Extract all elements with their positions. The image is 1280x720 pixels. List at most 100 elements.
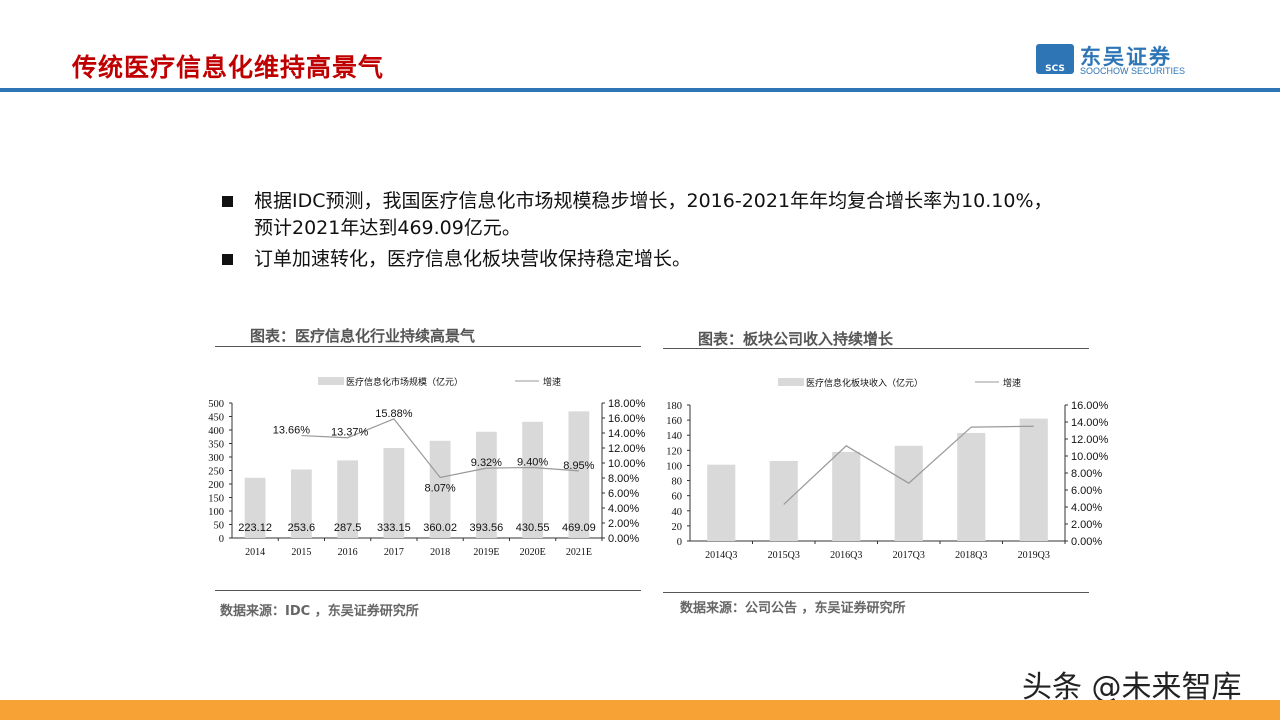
chart2-bottom-rule [663, 592, 1089, 593]
bar-data-label: 287.5 [334, 522, 362, 534]
x-tick-label: 2021E [566, 547, 592, 558]
bar [832, 451, 861, 541]
bar-data-label: 223.12 [238, 522, 272, 534]
x-tick-label: 2018 [430, 547, 450, 558]
line-data-label: 8.95% [563, 460, 594, 472]
footer-bar [0, 700, 1280, 720]
chart2-caption: 图表：板块公司收入持续增长 [698, 330, 894, 348]
y-tick-label: 150 [208, 494, 224, 505]
x-tick-label: 2016Q3 [830, 550, 862, 561]
bar [568, 411, 590, 538]
bar [957, 432, 986, 541]
y-tick-label: 350 [208, 440, 224, 451]
bullet-item: 订单加速转化，医疗信息化板块营收保持稳定增长。 [222, 246, 1062, 273]
bullet-square-icon [222, 254, 233, 265]
y2-tick-label: 6.00% [608, 488, 639, 500]
y2-tick-label: 10.00% [608, 458, 646, 470]
line-data-label: 15.88% [375, 408, 413, 420]
bar-data-label: 469.09 [562, 522, 596, 534]
bar-data-label: 333.15 [377, 522, 411, 534]
y-tick-label: 80 [672, 477, 683, 488]
chart1-bottom-rule [215, 590, 641, 591]
y-tick-label: 50 [214, 521, 225, 532]
x-tick-label: 2015 [291, 547, 311, 558]
y2-tick-label: 4.00% [1071, 502, 1102, 514]
y2-tick-label: 4.00% [608, 503, 639, 515]
bar [383, 448, 405, 538]
header-divider [0, 88, 1280, 92]
y-tick-label: 180 [666, 401, 682, 412]
y2-tick-label: 14.00% [1071, 417, 1109, 429]
bullet-item: 根据IDC预测，我国医疗信息化市场规模稳步增长，2016-2021年年均复合增长… [222, 188, 1062, 242]
bar [522, 421, 544, 538]
y2-tick-label: 0.00% [608, 533, 639, 545]
legend-bar-label: 医疗信息化板块收入（亿元） [806, 377, 923, 388]
y2-tick-label: 18.00% [608, 398, 646, 410]
y2-tick-label: 2.00% [1071, 519, 1102, 531]
legend-line-label: 增速 [543, 376, 561, 387]
y2-tick-label: 12.00% [608, 443, 646, 455]
chart2-source: 数据来源：公司公告 ，东吴证券研究所 [680, 601, 906, 616]
chart1-caption: 图表：医疗信息化行业持续高景气 [250, 327, 476, 345]
bar-data-label: 360.02 [423, 522, 457, 534]
y2-tick-label: 2.00% [608, 518, 639, 530]
chart1-source: 数据来源：IDC ，东吴证券研究所 [220, 604, 419, 619]
y-tick-label: 250 [208, 467, 224, 478]
bar [1019, 418, 1048, 541]
y-tick-label: 0 [219, 534, 224, 545]
legend-bar-swatch [778, 378, 804, 386]
y-tick-label: 160 [666, 416, 682, 427]
x-tick-label: 2018Q3 [955, 550, 987, 561]
x-tick-label: 2019Q3 [1018, 550, 1050, 561]
bar [244, 477, 266, 538]
y2-tick-label: 16.00% [608, 413, 646, 425]
legend-bar-label: 医疗信息化市场规模（亿元） [346, 376, 463, 387]
x-tick-label: 2019E [473, 547, 499, 558]
bullet-text: 订单加速转化，医疗信息化板块营收保持稳定增长。 [254, 248, 692, 270]
x-tick-label: 2017 [384, 547, 404, 558]
y-tick-label: 140 [666, 431, 682, 442]
bar [429, 440, 451, 538]
x-tick-label: 2017Q3 [893, 550, 925, 561]
growth-line [301, 418, 579, 479]
legend-line-label: 增速 [1003, 377, 1021, 388]
bar-data-label: 253.6 [288, 522, 316, 534]
y-tick-label: 200 [208, 480, 224, 491]
y-tick-label: 500 [208, 399, 224, 410]
y2-tick-label: 8.00% [608, 473, 639, 485]
bar [290, 469, 312, 538]
bar [707, 464, 736, 541]
line-data-label: 8.07% [425, 482, 456, 494]
y2-tick-label: 12.00% [1071, 434, 1109, 446]
line-data-label: 9.32% [471, 457, 502, 469]
line-data-label: 9.40% [517, 457, 548, 469]
y-tick-label: 20 [672, 522, 683, 533]
y-tick-label: 60 [672, 492, 683, 503]
line-data-label: 13.66% [273, 425, 311, 437]
company-logo: SCS 东吴证券 SOOCHOW SECURITIES [1036, 44, 1216, 76]
chart1-top-rule [215, 346, 641, 347]
y-tick-label: 0 [677, 537, 682, 548]
y2-tick-label: 6.00% [1071, 485, 1102, 497]
growth-line [783, 425, 1034, 505]
y2-tick-label: 16.00% [1071, 400, 1109, 412]
legend-bar-swatch [318, 377, 344, 385]
y-tick-label: 400 [208, 426, 224, 437]
x-tick-label: 2020E [520, 547, 546, 558]
y-tick-label: 100 [666, 461, 682, 472]
slide-title: 传统医疗信息化维持高景气 [72, 53, 385, 82]
bullet-text: 根据IDC预测，我国医疗信息化市场规模稳步增长，2016-2021年年均复合增长… [254, 190, 1053, 239]
bar [337, 460, 359, 538]
y-tick-label: 40 [672, 507, 683, 518]
logo-cn: 东吴证券 [1080, 45, 1172, 69]
bar [894, 445, 923, 541]
bullet-list: 根据IDC预测，我国医疗信息化市场规模稳步增长，2016-2021年年均复合增长… [222, 188, 1062, 277]
y2-tick-label: 10.00% [1071, 451, 1109, 463]
bullet-square-icon [222, 196, 233, 207]
y2-tick-label: 8.00% [1071, 468, 1102, 480]
bar [475, 431, 497, 538]
bar-data-label: 430.55 [516, 522, 550, 534]
x-tick-label: 2014Q3 [705, 550, 737, 561]
y-tick-label: 450 [208, 413, 224, 424]
